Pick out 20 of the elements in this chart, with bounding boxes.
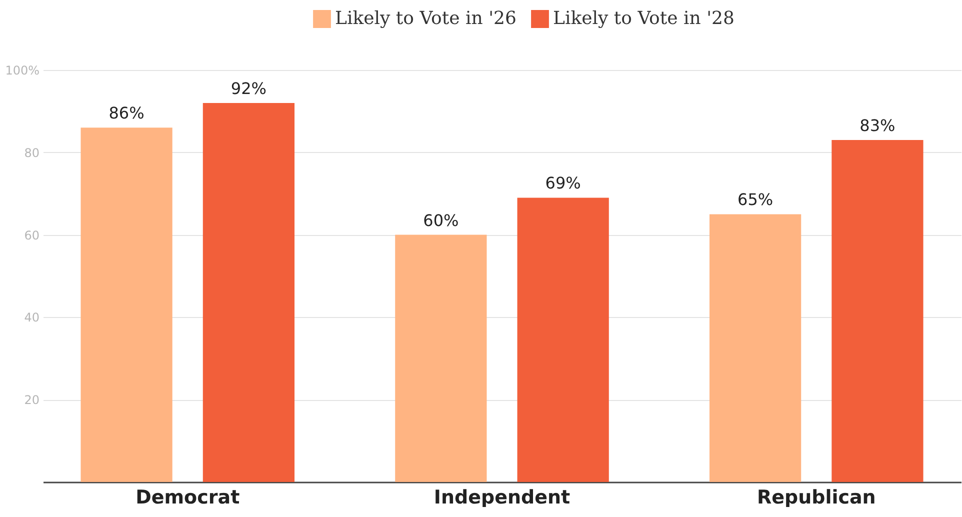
y-tick-label: 100% bbox=[5, 64, 40, 78]
data-label: 60% bbox=[423, 210, 459, 230]
data-label: 86% bbox=[108, 104, 144, 123]
data-label: 92% bbox=[230, 78, 266, 98]
data-label: 65% bbox=[738, 190, 774, 210]
bar bbox=[709, 214, 802, 482]
data-label: 83% bbox=[860, 116, 896, 136]
bar bbox=[202, 102, 295, 482]
bar bbox=[517, 198, 609, 482]
y-tick-label: 40 bbox=[24, 310, 40, 325]
x-tick-label: Democrat bbox=[136, 486, 240, 508]
y-tick-label: 20 bbox=[24, 393, 40, 408]
bar bbox=[395, 234, 487, 482]
bar bbox=[80, 128, 172, 482]
y-tick-label: 80 bbox=[24, 146, 40, 160]
data-label: 69% bbox=[545, 174, 581, 193]
y-tick-label: 60 bbox=[24, 228, 40, 242]
bar bbox=[832, 140, 924, 482]
legend-label: Likely to Vote in '26 bbox=[335, 8, 516, 29]
legend-label: Likely to Vote in '28 bbox=[553, 8, 734, 29]
